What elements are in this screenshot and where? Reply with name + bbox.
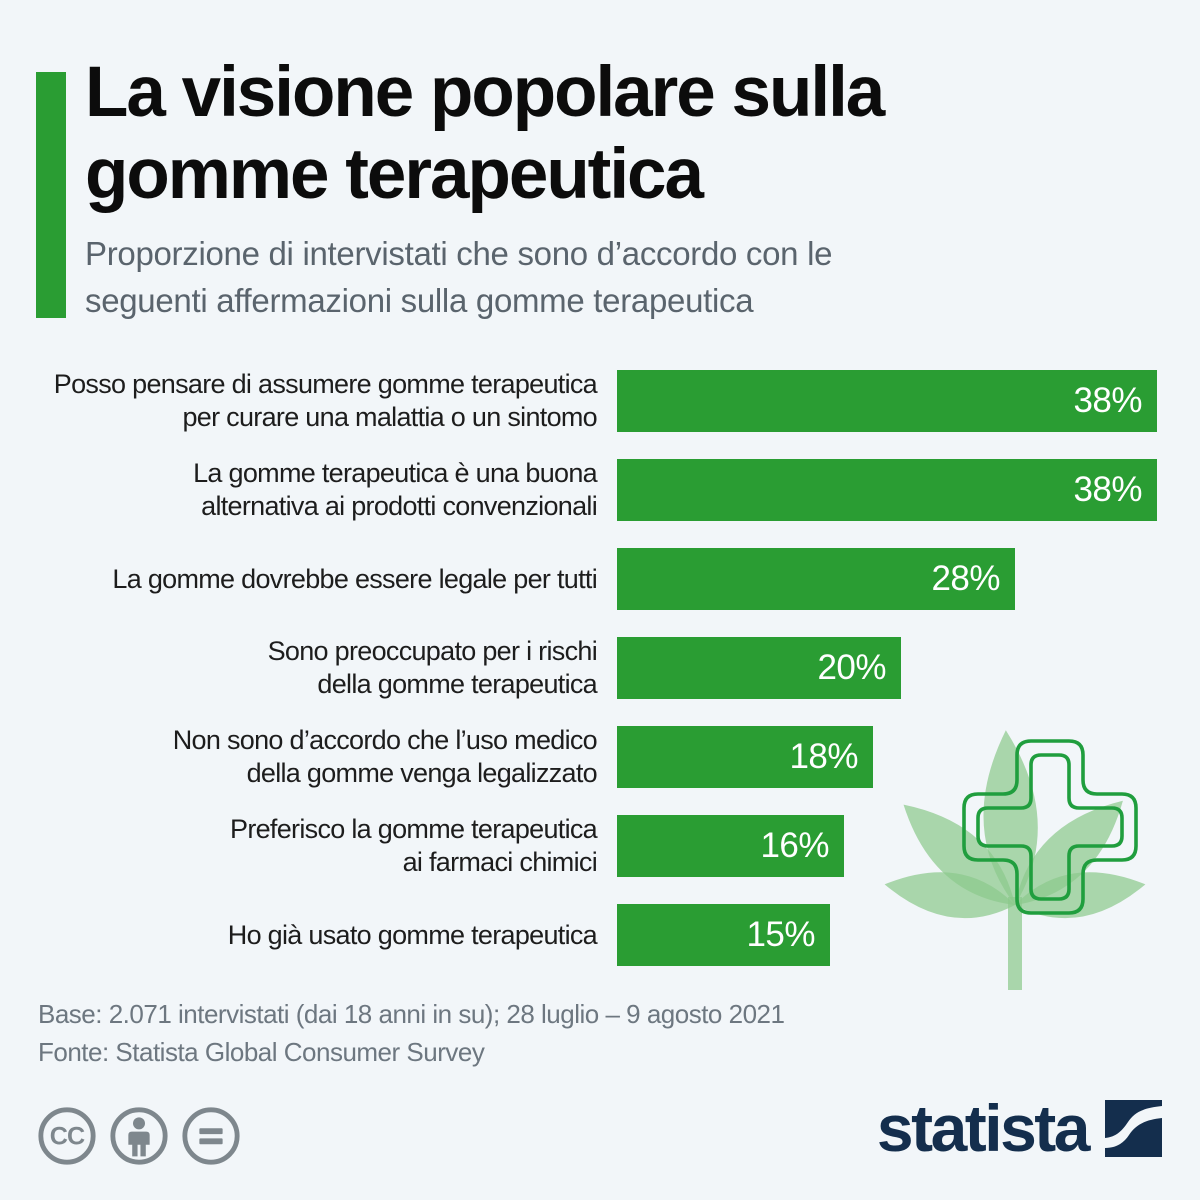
bar-track: 16%	[617, 815, 1200, 877]
bar-value-label: 18%	[789, 737, 858, 776]
title-line-2: gomme terapeutica	[85, 135, 704, 214]
chart-row: Preferisco la gomme terapeutica ai farma…	[0, 814, 1200, 877]
bar-value-label: 20%	[817, 648, 886, 687]
cannabis-leaf-with-cross-illustration	[884, 730, 1146, 990]
equals-no-derivatives-icon	[182, 1107, 240, 1165]
bar-chart: Posso pensare di assumere gomme terapeut…	[0, 369, 1200, 993]
footer: Base: 2.071 intervistati (dai 18 anni in…	[38, 995, 785, 1071]
attribution-person-icon	[110, 1107, 168, 1165]
title-accent-bar	[36, 72, 66, 318]
chart-row: La gomme terapeutica è una buona alterna…	[0, 458, 1200, 521]
statista-logo-mark-icon	[1105, 1099, 1162, 1157]
bar-value-label: 28%	[931, 559, 1000, 598]
bar-track: 20%	[617, 637, 1200, 699]
bar-label: Non sono d’accordo che l’uso medico dell…	[172, 725, 598, 788]
bar-label: Sono preoccupato per i rischi della gomm…	[267, 636, 598, 699]
cc-icon: CC	[38, 1107, 96, 1165]
bar-value-label: 16%	[760, 826, 829, 865]
header: La visione popolare sulla gomme terapeuti…	[85, 52, 1125, 324]
title-line-1: La visione popolare sulla	[85, 53, 885, 132]
bar-label: La gomme terapeutica è una buona alterna…	[193, 458, 598, 521]
bar-track: 38%	[617, 459, 1200, 521]
bar-value-label: 38%	[1073, 470, 1142, 509]
source-note: Fonte: Statista Global Consumer Survey	[38, 1037, 485, 1067]
bar-label: Posso pensare di assumere gomme terapeut…	[53, 369, 598, 432]
license-icons: CC	[36, 1105, 242, 1167]
svg-text:CC: CC	[50, 1123, 85, 1151]
chart-row: Ho già usato gomme terapeutica 15%	[0, 904, 1200, 966]
bar: 28%	[617, 548, 1015, 610]
bar: 38%	[617, 370, 1157, 432]
bar-label: Preferisco la gomme terapeutica ai farma…	[230, 814, 598, 877]
statista-wordmark: statista	[876, 1091, 1091, 1165]
medical-cross-icon	[962, 739, 1138, 915]
bar: 16%	[617, 815, 844, 877]
chart-subtitle: Proporzione di intervistati che sono d’a…	[85, 235, 833, 319]
bar-label: La gomme dovrebbe essere legale per tutt…	[112, 563, 597, 594]
bar-track: 28%	[617, 548, 1200, 610]
page-title: La visione popolare sulla gomme terapeuti…	[85, 52, 1125, 216]
bar-value-label: 15%	[746, 915, 815, 954]
bar: 15%	[617, 904, 830, 966]
base-note: Base: 2.071 intervistati (dai 18 anni in…	[38, 999, 785, 1029]
bar-label: Ho già usato gomme terapeutica	[227, 919, 598, 950]
chart-row: Posso pensare di assumere gomme terapeut…	[0, 369, 1200, 432]
statista-logo: statista	[876, 1091, 1162, 1165]
chart-row: Non sono d’accordo che l’uso medico dell…	[0, 725, 1200, 788]
bar-value-label: 38%	[1073, 381, 1142, 420]
chart-row: Sono preoccupato per i rischi della gomm…	[0, 636, 1200, 699]
bar: 20%	[617, 637, 901, 699]
bar-track: 38%	[617, 370, 1200, 432]
bar: 38%	[617, 459, 1157, 521]
bar-track: 15%	[617, 904, 1200, 966]
bar: 18%	[617, 726, 873, 788]
bar-track: 18%	[617, 726, 1200, 788]
chart-row: La gomme dovrebbe essere legale per tutt…	[0, 548, 1200, 610]
